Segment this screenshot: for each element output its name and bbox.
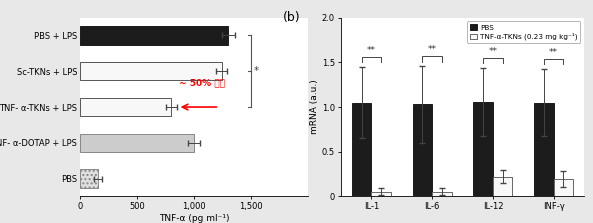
Bar [473,102,493,196]
X-axis label: TNF-α (pg ml⁻¹): TNF-α (pg ml⁻¹) [159,214,229,223]
Bar [413,104,432,196]
Y-axis label: mRNA (a.u.): mRNA (a.u.) [310,80,319,134]
Bar [80,26,228,45]
Bar [493,177,512,196]
Text: **: ** [367,46,376,55]
Text: (a): (a) [0,11,2,24]
Legend: PBS, TNF-α-TKNs (0.23 mg kg⁻¹): PBS, TNF-α-TKNs (0.23 mg kg⁻¹) [467,21,581,43]
Bar [80,134,195,152]
Bar [80,169,98,188]
Bar [534,103,554,196]
Bar [80,98,171,116]
Bar [352,103,371,196]
Bar [554,179,573,196]
Text: ~ 50% 감소: ~ 50% 감소 [179,78,225,87]
Text: **: ** [428,45,436,54]
Bar [371,192,391,196]
Bar [432,192,452,196]
Text: **: ** [549,48,558,57]
Bar [80,62,222,81]
Text: (b): (b) [283,11,300,24]
Text: **: ** [489,47,498,56]
Text: *: * [253,66,259,76]
